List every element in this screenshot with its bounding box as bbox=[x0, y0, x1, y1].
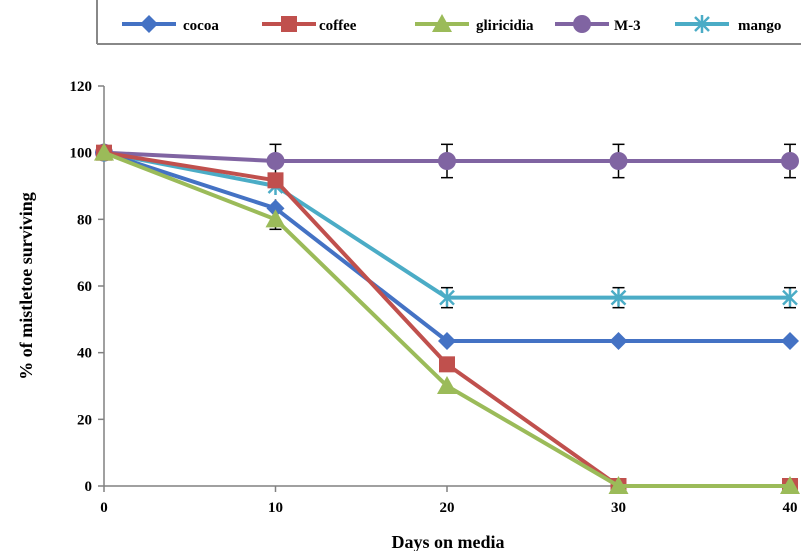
y-tick-label: 40 bbox=[77, 346, 92, 362]
legend-marker bbox=[432, 14, 452, 32]
data-point-mango bbox=[782, 288, 798, 307]
data-point-m-3 bbox=[438, 152, 456, 170]
data-point-cocoa bbox=[438, 332, 456, 350]
y-tick-label: 0 bbox=[85, 479, 93, 495]
x-tick-label: 40 bbox=[783, 500, 798, 516]
data-point-gliricidia bbox=[437, 376, 457, 394]
series-line-cocoa bbox=[103, 150, 790, 343]
data-point-cocoa bbox=[266, 199, 285, 218]
legend-marker bbox=[281, 16, 297, 32]
series-line-coffee bbox=[103, 150, 790, 488]
legend-marker bbox=[140, 15, 158, 33]
x-tick-label: 30 bbox=[611, 500, 626, 516]
legend-marker bbox=[573, 15, 591, 33]
data-point-gliricidia bbox=[265, 209, 286, 228]
data-point-m-3 bbox=[781, 152, 799, 170]
legend-label: gliricidia bbox=[476, 18, 534, 34]
x-tick-label: 20 bbox=[440, 500, 455, 516]
legend: cocoa coffee gliricidia M-3 mango bbox=[96, 0, 801, 45]
series-line-gliricidia bbox=[103, 150, 790, 488]
data-point-cocoa bbox=[781, 332, 799, 350]
x-axis-title: Days on media bbox=[391, 532, 504, 551]
data-point-coffee bbox=[267, 172, 284, 189]
data-point-gliricidia bbox=[780, 476, 800, 494]
data-point-gliricidia bbox=[608, 476, 629, 494]
legend-item: gliricidia bbox=[415, 14, 534, 34]
legend-item: cocoa bbox=[122, 15, 219, 34]
x-tick-label: 10 bbox=[268, 500, 283, 516]
data-point-m-3 bbox=[266, 152, 285, 170]
legend-item: M-3 bbox=[555, 15, 641, 34]
data-point-mango bbox=[610, 288, 627, 307]
y-tick-label: 120 bbox=[70, 79, 93, 95]
y-tick-label: 60 bbox=[77, 279, 92, 295]
data-point-m-3 bbox=[609, 152, 628, 170]
y-axis-title: % of mistletoe surviving bbox=[16, 192, 36, 379]
y-tick-label: 100 bbox=[70, 146, 93, 162]
legend-item: coffee bbox=[262, 16, 357, 34]
legend-label: cocoa bbox=[183, 18, 219, 34]
legend-label: M-3 bbox=[614, 18, 641, 34]
legend-label: mango bbox=[738, 18, 781, 34]
y-tick-label: 20 bbox=[77, 412, 92, 428]
data-point-cocoa bbox=[609, 332, 628, 350]
plot-area bbox=[94, 142, 800, 494]
data-point-gliricidia bbox=[94, 142, 114, 161]
legend-item: mango bbox=[675, 15, 781, 34]
data-point-coffee bbox=[439, 356, 455, 373]
legend-label: coffee bbox=[319, 18, 357, 34]
x-tick-label: 0 bbox=[100, 500, 108, 516]
legend-marker bbox=[694, 15, 710, 33]
data-point-mango bbox=[439, 288, 455, 307]
y-tick-label: 80 bbox=[77, 212, 92, 228]
